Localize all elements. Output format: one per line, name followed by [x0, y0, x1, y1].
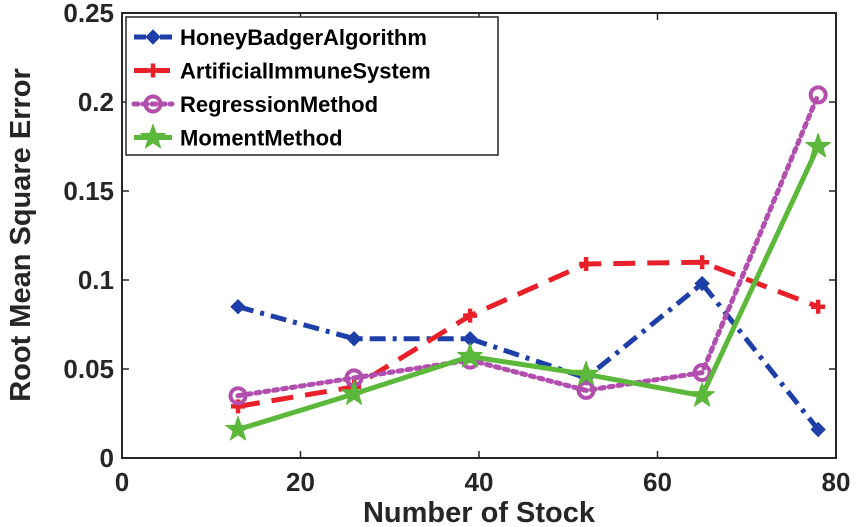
data-point-diamond: [346, 331, 362, 347]
x-axis-label: Number of Stock: [363, 497, 596, 527]
data-point-plus: [146, 63, 160, 78]
y-axis-ticks: 0 0.05 0.1 0.15 0.2 0.25: [63, 0, 836, 473]
data-point-diamond: [694, 275, 710, 292]
x-tick-label: 0: [115, 467, 129, 497]
legend-label: MomentMethod: [180, 126, 343, 151]
data-point-plus: [463, 308, 478, 323]
y-tick-label: 0.2: [78, 87, 114, 117]
data-point-circle: [228, 386, 248, 406]
legend: HoneyBadgerAlgorithm ArtificialImmuneSyst…: [125, 16, 499, 156]
series-line: [235, 92, 821, 399]
data-point-star: [341, 380, 367, 405]
data-point-diamond: [230, 298, 246, 315]
legend-box: [125, 16, 499, 156]
y-tick-label: 0.1: [78, 265, 114, 295]
legend-label: RegressionMethod: [180, 92, 378, 117]
series-line: [237, 281, 821, 432]
data-point-circle: [576, 380, 596, 400]
data-point-star: [225, 416, 251, 441]
data-point-circle: [143, 94, 163, 114]
y-tick-label: 0.15: [63, 176, 114, 206]
data-point-star: [573, 360, 599, 386]
x-axis-ticks: 0 20 40 60 80: [115, 13, 851, 497]
plot-frame: [121, 12, 837, 459]
data-point-star: [140, 124, 166, 149]
data-point-star: [689, 382, 715, 407]
y-tick-label: 0: [100, 443, 114, 473]
data-point-plus: [579, 256, 594, 271]
series-line: [237, 259, 819, 409]
legend-label: HoneyBadgerAlgorithm: [180, 25, 427, 50]
data-point-plus: [811, 299, 826, 314]
x-tick-label: 80: [822, 467, 851, 497]
y-axis-label: Root Mean Square Error: [5, 68, 37, 402]
data-point-circle: [808, 85, 828, 105]
legend-label: ArtificialImmuneSystem: [180, 59, 431, 84]
data-point-diamond: [810, 421, 826, 438]
series-MomentMethod: [225, 133, 831, 441]
series-layer: [225, 85, 831, 441]
data-point-star: [457, 343, 483, 368]
data-point-star: [805, 133, 831, 158]
data-point-circle: [692, 363, 712, 383]
series-line: [237, 145, 821, 432]
data-point-diamond: [145, 29, 161, 45]
x-tick-label: 40: [465, 467, 494, 497]
y-tick-label: 0.25: [63, 0, 114, 28]
x-tick-label: 20: [286, 467, 315, 497]
x-tick-label: 60: [643, 467, 672, 497]
y-tick-label: 0.05: [63, 354, 114, 384]
series-ArtificialImmuneSystem: [231, 255, 826, 414]
data-point-plus: [695, 255, 710, 270]
